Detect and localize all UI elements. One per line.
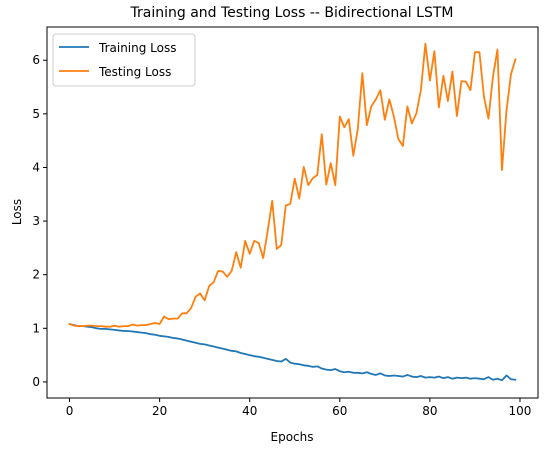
- y-axis-label: Loss: [10, 199, 24, 225]
- x-axis-label: Epochs: [271, 430, 314, 444]
- chart-title: Training and Testing Loss -- Bidirection…: [130, 5, 454, 21]
- series-line-testing-loss: [68, 42, 517, 328]
- y-tick-label: 4: [32, 160, 40, 174]
- series-line-training-loss: [68, 323, 517, 382]
- legend: Training Loss Testing Loss: [52, 33, 196, 87]
- axes-frame: [46, 26, 539, 399]
- y-tick-label: 0: [32, 375, 40, 389]
- legend-label-testing-loss: Testing Loss: [98, 65, 171, 79]
- plot-area: [68, 42, 517, 382]
- x-tick-label: 80: [422, 404, 437, 418]
- y-tick-label: 6: [32, 53, 40, 67]
- y-tick-label: 2: [32, 268, 40, 282]
- x-tick-label: 20: [152, 404, 167, 418]
- y-tick-label: 5: [32, 107, 40, 121]
- x-tick-label: 0: [66, 404, 74, 418]
- y-tick-label: 1: [32, 321, 40, 335]
- legend-label-training-loss: Training Loss: [98, 41, 176, 55]
- x-tick-label: 40: [242, 404, 257, 418]
- x-tick-label: 100: [509, 404, 532, 418]
- y-tick-label: 3: [32, 214, 40, 228]
- x-tick-label: 60: [332, 404, 347, 418]
- axis-ticks: 0 20 40 60 80 100 0 1 2 3 4 5 6: [32, 53, 531, 418]
